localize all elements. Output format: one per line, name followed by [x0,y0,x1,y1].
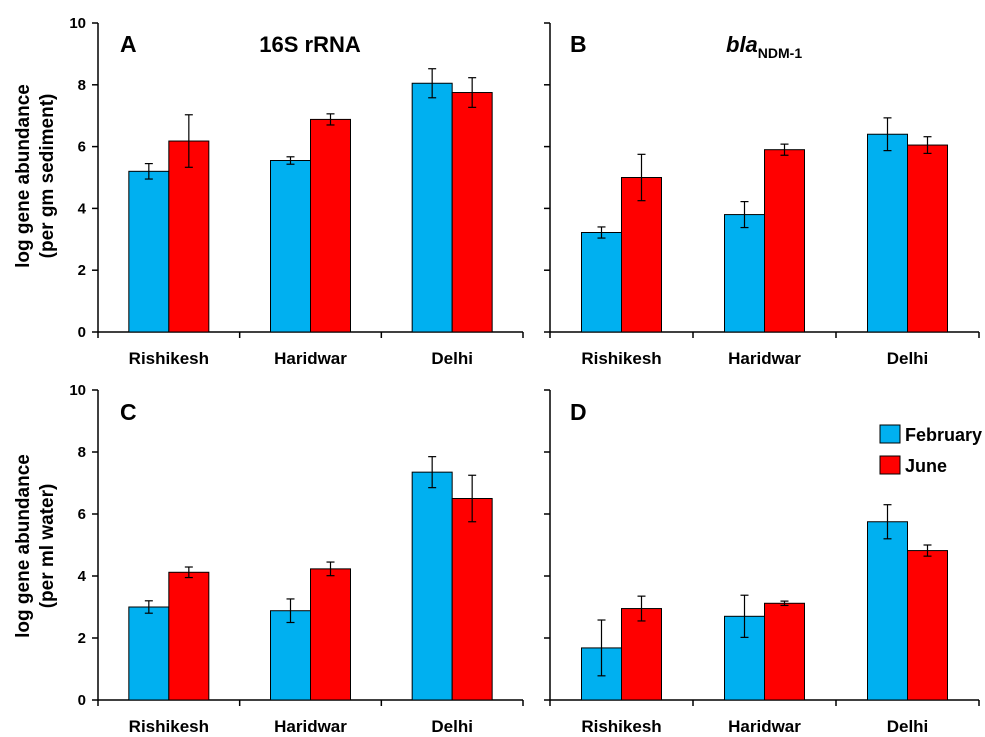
category-label: Rishikesh [129,717,209,736]
category-label: Haridwar [728,349,801,368]
bar-february-haridwar [270,160,311,333]
y-tick-label: 4 [78,568,87,585]
y-tick-label: 0 [78,324,86,341]
panel-letter: B [570,31,587,57]
panel-b: Rishikesh Haridwar Delhi B blaNDM-1 [544,22,980,368]
y-tick-label: 10 [69,382,86,399]
legend-label-june: June [905,456,947,476]
y-tick-label: 8 [78,77,86,94]
y-axis-label-top-line2: (per gm sediment) [37,94,58,259]
bar-june-haridwar [764,602,805,701]
legend-swatch-february [879,424,901,444]
bar-june-rishikesh [168,571,210,701]
y-axis-label-bottom-line1: log gene abundance [13,454,34,638]
bar-june-delhi [451,498,493,701]
bar-february-haridwar [270,610,311,701]
bar-june-haridwar [310,118,351,333]
y-tick-label: 8 [78,444,86,461]
bar-february-delhi [867,521,908,701]
bar-february-rishikesh [581,232,622,333]
y-tick-label: 2 [78,630,86,647]
legend-swatch-june [879,455,901,475]
y-tick-label: 4 [78,200,87,217]
legend: February June [879,424,982,476]
bar-february-delhi [411,471,453,701]
y-axis-label-bottom-line2: (per ml water) [37,484,58,609]
bar-june-haridwar [764,149,805,333]
y-tick-label: 0 [78,692,86,709]
panel-title: 16S rRNA [259,32,361,57]
bar-february-delhi [867,133,908,333]
category-label: Haridwar [728,717,801,736]
bar-february-rishikesh [128,606,170,701]
category-label: Delhi [431,349,473,368]
bar-february-rishikesh [128,170,170,333]
bar-june-delhi [907,550,948,701]
bar-february-haridwar [724,214,765,333]
category-label: Delhi [431,717,473,736]
bar-june-rishikesh [621,177,662,333]
bar-june-haridwar [310,568,351,701]
panel-d: Rishikesh Haridwar Delhi D [544,389,980,736]
panel-letter: D [570,399,587,425]
category-label: Delhi [887,349,929,368]
category-label: Rishikesh [129,349,209,368]
category-label: Rishikesh [581,349,661,368]
y-tick-label: 6 [78,506,86,523]
bar-june-rishikesh [621,608,662,701]
legend-label-february: February [905,425,982,445]
panel-a: 0 2 4 6 8 10 Rishikesh Haridwar Delhi A 16S rRNA [69,15,524,368]
category-label: Haridwar [274,717,347,736]
bar-june-delhi [907,144,948,333]
bar-february-delhi [411,82,453,333]
panel-title: blaNDM-1 [726,32,802,61]
category-label: Rishikesh [581,717,661,736]
bar-june-delhi [451,92,493,333]
category-label: Haridwar [274,349,347,368]
panel-c: 0 2 4 6 8 10 Rishikesh Haridwar Delhi C [69,382,524,736]
y-tick-label: 10 [69,15,86,32]
chart-panels: 0 2 4 6 8 10 Rishikesh Haridwar Delhi A 16S rRNA Ri… [69,15,980,736]
panel-letter: C [120,399,137,425]
panel-letter: A [120,31,137,57]
category-label: Delhi [887,717,929,736]
y-tick-label: 2 [78,262,86,279]
y-tick-label: 6 [78,139,86,156]
bar-june-rishikesh [168,140,210,333]
y-axis-label-top-line1: log gene abundance [13,84,34,268]
